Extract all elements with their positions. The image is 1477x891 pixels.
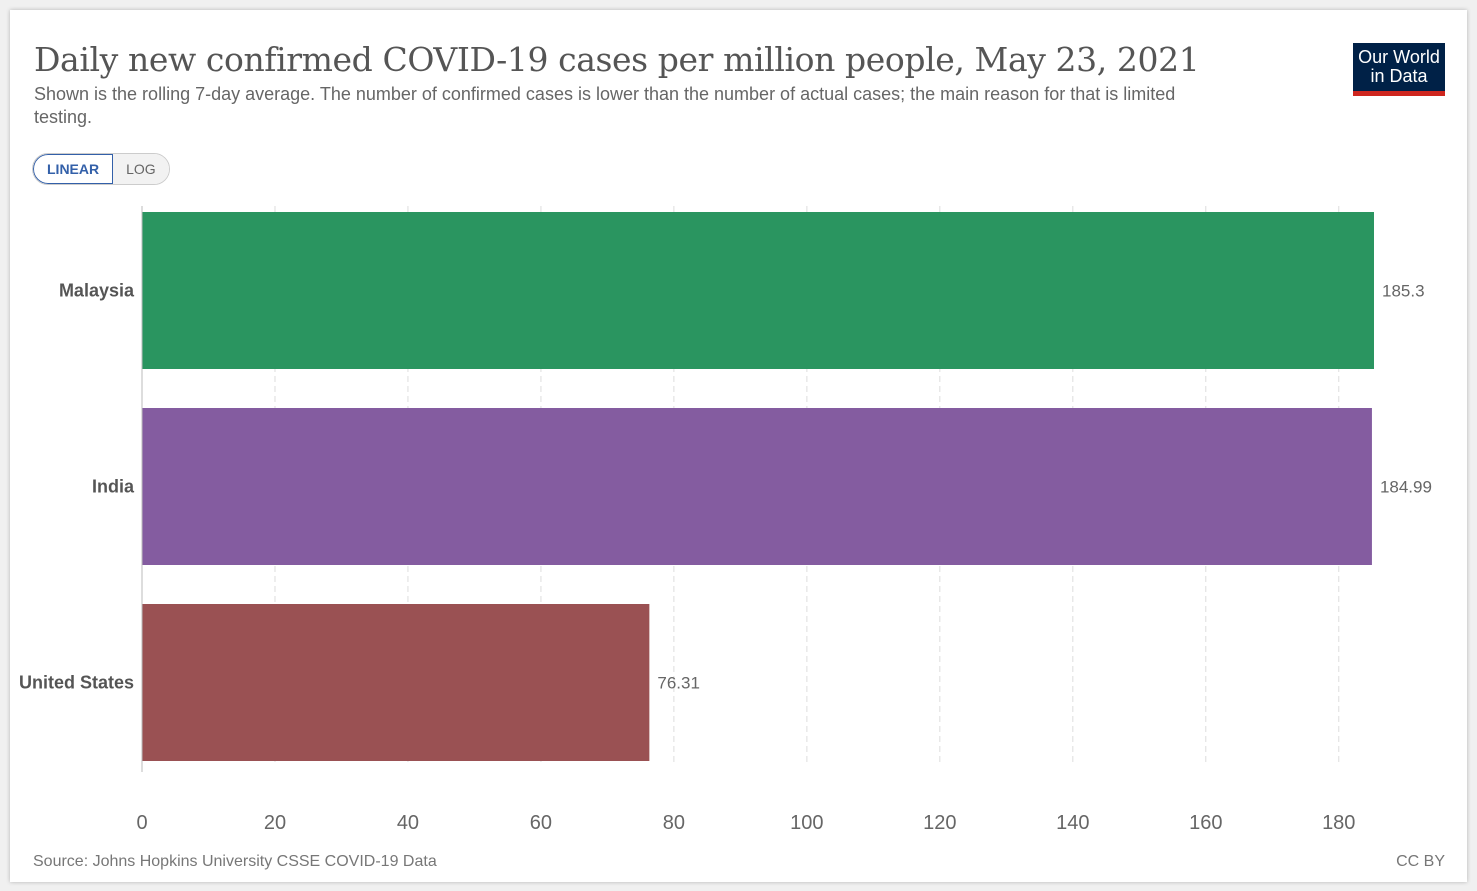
- category-label-india: India: [92, 477, 135, 497]
- x-tick-label-40: 40: [397, 812, 419, 834]
- bar-united-states: [142, 604, 650, 761]
- value-label-malaysia: 185.3: [1382, 282, 1425, 301]
- chart-subtitle: Shown is the rolling 7-day average. The …: [34, 84, 1176, 127]
- bar-chart: 0 20 40 60 80 100 120 140 160 180 Malaysia 185.3 Ind…: [19, 206, 1432, 834]
- bar-malaysia: [142, 212, 1374, 369]
- x-tick-label-120: 120: [923, 812, 956, 834]
- value-label-united-states: 76.31: [657, 674, 700, 693]
- log-scale-button[interactable]: LOG: [113, 154, 169, 184]
- x-tick-label-0: 0: [136, 812, 147, 834]
- x-tick-label-80: 80: [663, 812, 685, 834]
- owid-logo[interactable]: Our World in Data: [1353, 43, 1445, 96]
- x-tick-label-140: 140: [1056, 812, 1089, 834]
- scale-toggle: LINEAR LOG: [32, 153, 170, 185]
- logo-line-2: in Data: [1370, 66, 1428, 86]
- license-link[interactable]: CC BY: [1396, 853, 1445, 870]
- x-tick-label-20: 20: [264, 812, 286, 834]
- x-tick-label-60: 60: [530, 812, 552, 834]
- category-label-malaysia: Malaysia: [59, 281, 135, 301]
- chart-title: Daily new confirmed COVID-19 cases per m…: [34, 40, 1200, 79]
- value-label-india: 184.99: [1380, 478, 1432, 497]
- chart-card: Daily new confirmed COVID-19 cases per m…: [10, 10, 1467, 882]
- category-label-united-states: United States: [19, 673, 134, 693]
- source-note[interactable]: Source: Johns Hopkins University CSSE CO…: [33, 853, 437, 870]
- x-tick-label-160: 160: [1189, 812, 1222, 834]
- linear-scale-button[interactable]: LINEAR: [33, 154, 114, 184]
- logo-line-1: Our World: [1358, 47, 1440, 67]
- bar-india: [142, 408, 1372, 565]
- x-tick-label-100: 100: [790, 812, 823, 834]
- x-tick-label-180: 180: [1322, 812, 1355, 834]
